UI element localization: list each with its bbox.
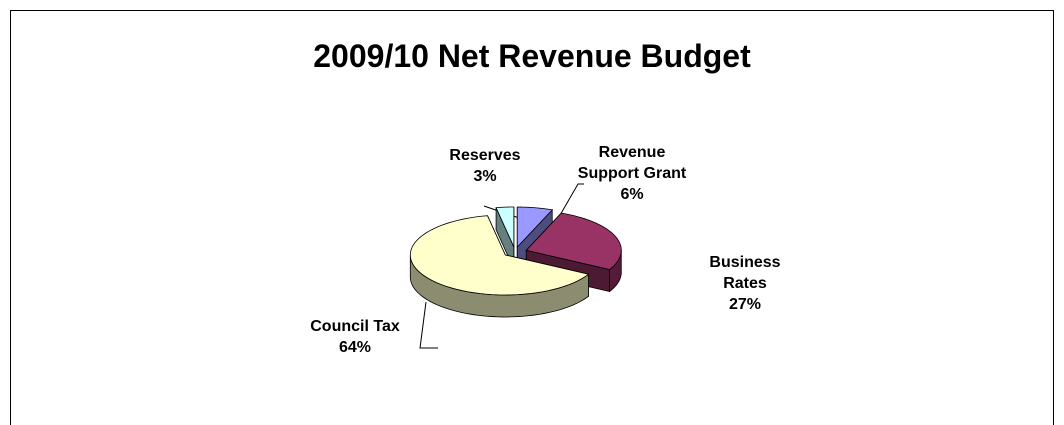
chart-frame	[10, 10, 1054, 425]
slice	[409, 215, 590, 296]
value-label: 27%	[728, 296, 762, 313]
value-label: 3%	[473, 168, 497, 185]
slice	[495, 206, 515, 248]
slice-label: Business Rates 27%	[690, 252, 800, 315]
category-label: Reserves	[449, 147, 521, 164]
value-label: 6%	[620, 186, 644, 203]
category-label: Revenue Support Grant	[577, 144, 687, 182]
slice-label: Council Tax 64%	[285, 316, 425, 358]
chart-title: 2009/10 Net Revenue Budget	[313, 38, 751, 74]
slice	[516, 206, 554, 249]
leader-line	[419, 301, 438, 349]
value-label: 64%	[338, 339, 372, 356]
category-label: Business Rates	[709, 254, 781, 292]
slice	[525, 212, 622, 270]
slice-label: Reserves 3%	[425, 145, 545, 187]
slice-label: Revenue Support Grant 6%	[572, 142, 692, 205]
category-label: Council Tax	[310, 318, 400, 335]
